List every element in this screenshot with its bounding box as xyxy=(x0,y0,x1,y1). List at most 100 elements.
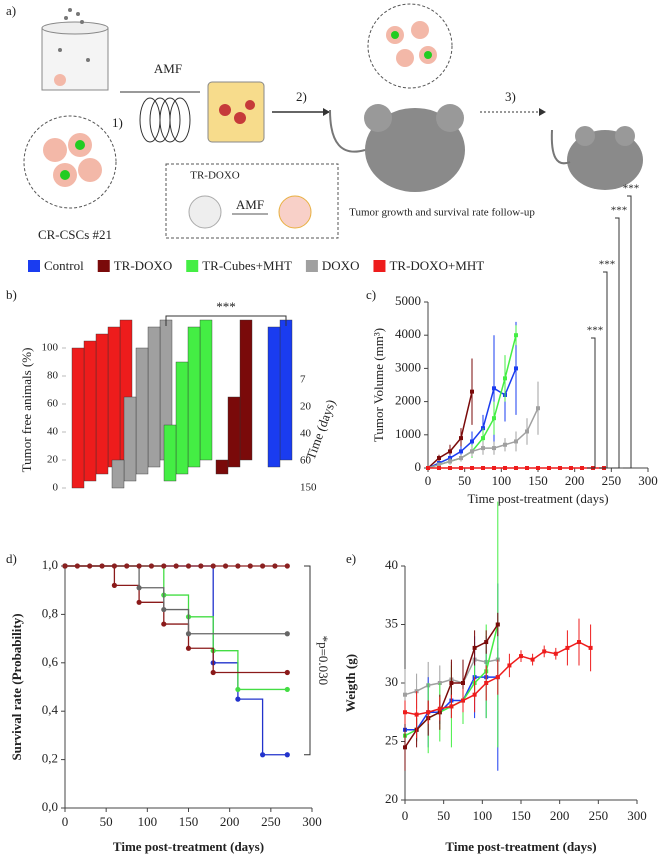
bar xyxy=(267,326,281,468)
marker xyxy=(426,710,431,715)
category-label: 150 xyxy=(300,482,317,494)
marker xyxy=(74,563,80,569)
survival-line xyxy=(65,565,288,691)
marker xyxy=(185,631,192,637)
marker xyxy=(470,439,474,444)
x-tick-label: 250 xyxy=(261,814,281,829)
x-tick-label: 250 xyxy=(602,473,622,488)
y-tick-label: 20 xyxy=(385,791,398,806)
mouse-tail xyxy=(329,109,366,153)
category-label: 60 xyxy=(300,455,312,467)
marker xyxy=(185,645,192,651)
y-tick-label: 2000 xyxy=(395,393,421,408)
x-tick-label: 100 xyxy=(473,808,493,823)
marker xyxy=(136,599,142,605)
marker xyxy=(198,563,204,569)
marker xyxy=(580,466,584,470)
marker xyxy=(459,466,463,470)
marker xyxy=(403,710,407,715)
bar xyxy=(199,319,213,461)
y-tick-label: 100 xyxy=(42,342,59,354)
marker xyxy=(449,704,454,709)
y-tick-label: 0 xyxy=(53,482,59,494)
bar xyxy=(239,319,253,461)
y-tick-label: 0,0 xyxy=(42,799,58,814)
particles xyxy=(58,8,90,62)
marker xyxy=(503,442,507,447)
marker xyxy=(136,563,142,569)
marker xyxy=(185,563,192,569)
mouse-ear xyxy=(364,104,392,132)
bar xyxy=(95,333,109,475)
x-tick-label: 200 xyxy=(220,814,240,829)
y-axis-title: Survival rate (Probability) xyxy=(9,613,24,760)
marker xyxy=(272,563,278,569)
bar xyxy=(187,326,201,468)
marker xyxy=(459,456,463,461)
bar xyxy=(123,396,137,482)
category-label: 20 xyxy=(300,401,312,413)
tumor-cells xyxy=(219,100,255,124)
marker xyxy=(503,466,507,470)
marker xyxy=(495,675,500,680)
inset-title: TR-DOXO xyxy=(190,170,240,182)
step-label: 1) xyxy=(112,115,123,130)
x-tick-label: 300 xyxy=(627,808,647,823)
marker xyxy=(481,446,485,451)
x-tick-label: 50 xyxy=(458,473,471,488)
annotation: *** xyxy=(623,183,640,195)
marker xyxy=(588,645,593,650)
bar xyxy=(215,459,229,475)
mouse-ear xyxy=(436,104,464,132)
y-tick-label: 1,0 xyxy=(42,557,58,572)
marker xyxy=(235,696,241,702)
marker xyxy=(495,622,500,627)
marker xyxy=(525,466,529,470)
significance-bracket xyxy=(623,195,632,469)
marker xyxy=(470,449,474,454)
marker xyxy=(472,692,477,697)
diagram: a) CR-CSCs #21 1) AMF TR-DOXO AMF 2) xyxy=(6,3,643,242)
marker xyxy=(514,466,518,470)
y-tick-label: 30 xyxy=(385,674,398,689)
marker xyxy=(461,698,465,703)
legend-swatch xyxy=(186,260,199,272)
marker xyxy=(247,563,253,569)
bar xyxy=(111,459,125,489)
y-tick-label: 60 xyxy=(47,398,59,410)
marker xyxy=(481,436,485,441)
x-tick-label: 0 xyxy=(425,473,432,488)
marker xyxy=(284,669,290,676)
step-label: 3) xyxy=(505,89,516,104)
x-tick-label: 150 xyxy=(528,473,548,488)
legend-swatch xyxy=(97,260,110,272)
marker xyxy=(484,640,489,645)
marker xyxy=(161,621,167,627)
marker xyxy=(437,456,441,461)
zoom-circle xyxy=(367,3,453,89)
marker xyxy=(448,459,452,464)
category-label: 40 xyxy=(300,428,312,440)
bar xyxy=(135,347,149,475)
inset-box xyxy=(165,163,339,239)
marker xyxy=(235,563,241,569)
y-tick-label: 1000 xyxy=(395,426,421,441)
bar xyxy=(175,361,189,475)
marker xyxy=(284,631,290,637)
cell xyxy=(54,74,66,86)
y-tick-label: 35 xyxy=(385,615,398,630)
y-tick-label: 0 xyxy=(415,459,422,474)
x-tick-label: 200 xyxy=(565,473,585,488)
marker xyxy=(547,466,551,470)
legend-label: TR-Cubes+MHT xyxy=(202,258,292,273)
x-tick-label: 0 xyxy=(62,814,69,829)
marker xyxy=(161,563,167,569)
marker xyxy=(235,686,241,693)
survival-line xyxy=(65,565,288,635)
panel-label: b) xyxy=(6,287,17,302)
x-tick-label: 50 xyxy=(437,808,450,823)
mouse xyxy=(365,108,465,192)
panel-label: a) xyxy=(6,3,16,18)
y-axis-title: Tumor Volume (mm³) xyxy=(371,328,386,442)
annotation: *** xyxy=(587,325,604,337)
